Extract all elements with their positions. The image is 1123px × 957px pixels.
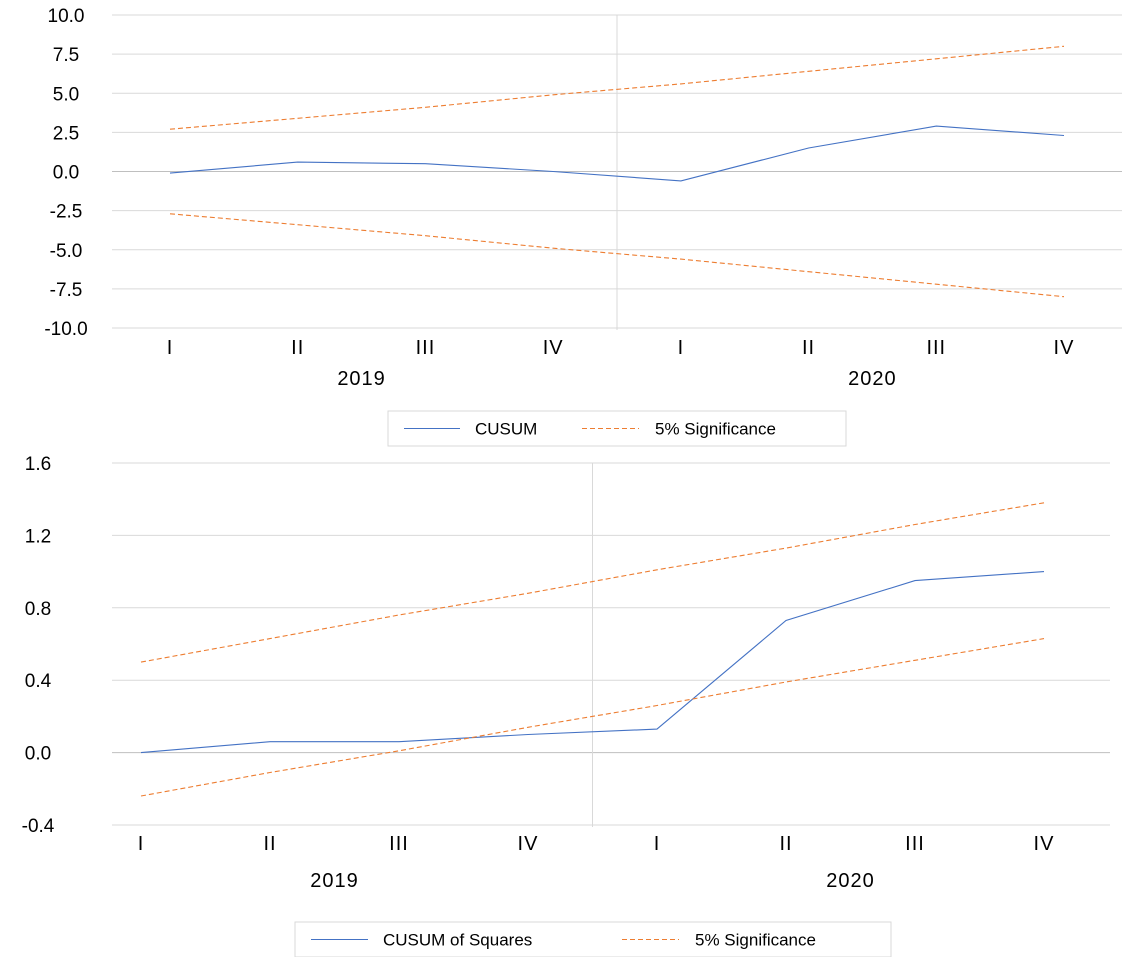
legend-label: 5% Significance [695,931,816,950]
year-label: 2019 [310,870,359,892]
y-tick-label: 0.4 [25,671,52,692]
x-tick-label: II [779,833,792,855]
x-tick-label: IV [1034,833,1055,855]
x-tick-label: I [138,833,145,855]
series-line-lower-bound [169,213,1065,298]
x-tick-label: IV [518,833,539,855]
y-tick-label: 7.5 [53,45,79,66]
legend-label: CUSUM of Squares [383,931,532,950]
x-tick-label: III [416,337,436,359]
series-line-lower-bound [140,638,1045,797]
x-tick-label: IV [543,337,564,359]
y-tick-label: 0.0 [25,744,51,765]
x-tick-label: III [926,337,946,359]
cusum-chart: 10.07.55.02.50.0-2.5-5.0-7.5-10.0I II III I… [44,6,1122,447]
legend-label: 5% Significance [655,420,776,439]
y-tick-label: 0.0 [53,163,79,184]
y-tick-label: -0.4 [22,816,55,837]
legend-label: CUSUM [475,420,537,439]
legend-box [294,921,892,957]
x-tick-label: III [905,833,925,855]
y-tick-label: 10.0 [48,6,85,27]
legend: CUSUM 5% Significance [387,410,847,447]
x-tick-label: I [167,337,174,359]
legend: CUSUM of Squares 5% Significance [294,921,892,957]
series-line-cusum [169,125,1065,182]
series-line-cusum [140,571,1045,754]
series-line-upper-bound [169,45,1065,130]
x-tick-label: IV [1054,337,1075,359]
y-tick-label: 1.2 [25,526,51,547]
y-tick-label: -7.5 [50,280,83,301]
y-tick-label: -2.5 [50,202,83,223]
x-tick-label: II [291,337,304,359]
y-tick-label: -5.0 [50,241,83,262]
x-tick-label: II [263,833,276,855]
y-tick-label: -10.0 [44,319,87,340]
y-tick-label: 2.5 [53,123,79,144]
y-tick-label: 0.8 [25,599,51,620]
x-tick-label: III [389,833,409,855]
y-tick-label: 1.6 [25,454,51,475]
series-line-upper-bound [140,502,1045,663]
year-label: 2019 [337,368,386,390]
x-tick-label: I [678,337,685,359]
y-tick-label: 5.0 [53,84,79,105]
year-label: 2020 [848,368,897,390]
x-tick-label: II [802,337,815,359]
x-tick-label: I [654,833,661,855]
year-label: 2020 [826,870,875,892]
